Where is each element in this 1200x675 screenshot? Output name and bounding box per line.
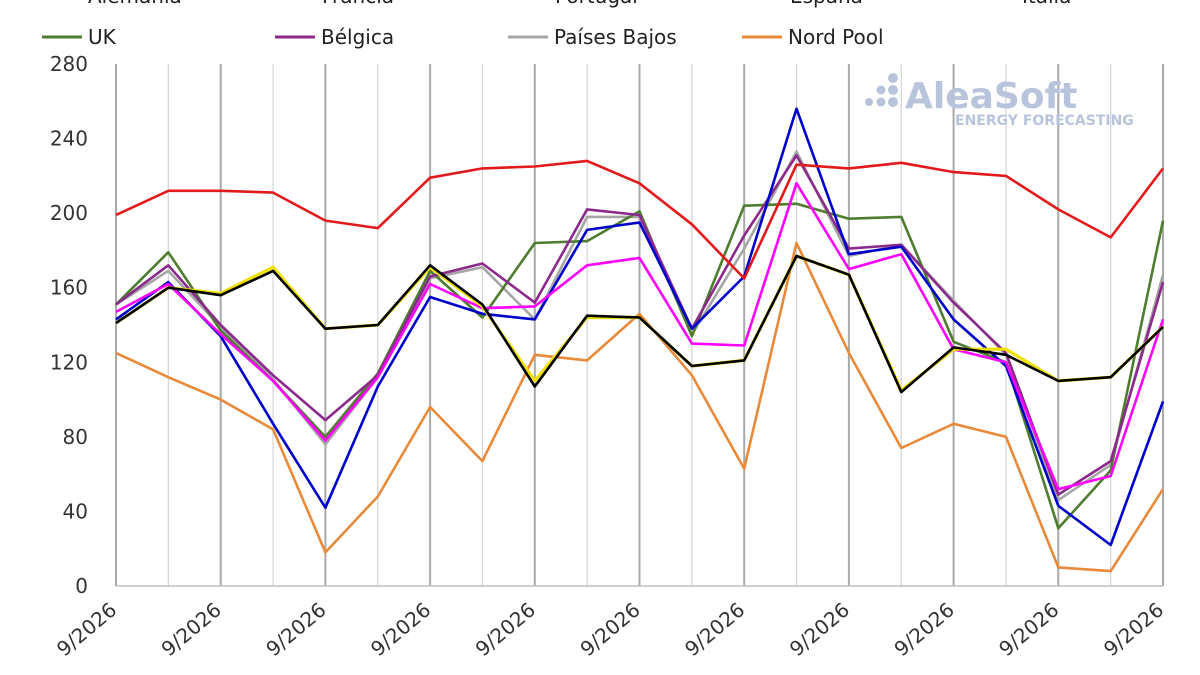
logo-dots-icon bbox=[865, 73, 898, 107]
x-tick-label: 9/2026 bbox=[157, 597, 226, 661]
legend-label-partial: Italia bbox=[1022, 0, 1071, 8]
logo-dot bbox=[876, 97, 886, 107]
y-tick-label: 0 bbox=[75, 574, 88, 598]
legend-label: UK bbox=[88, 25, 117, 49]
x-tick-label: 9/2026 bbox=[471, 597, 540, 661]
y-axis: 0 40 80 120 160 200 240 280 bbox=[50, 52, 88, 598]
logo-dot bbox=[888, 97, 898, 107]
logo-brand-text: AleaSoft bbox=[905, 76, 1077, 117]
y-tick-label: 160 bbox=[50, 276, 88, 300]
legend-item: Bélgica bbox=[275, 25, 394, 49]
x-tick-label: 9/2026 bbox=[1099, 597, 1168, 661]
y-tick-label: 200 bbox=[50, 201, 88, 225]
series-line-italia bbox=[115, 182, 1165, 491]
logo-dot bbox=[865, 98, 873, 106]
y-tick-label: 120 bbox=[50, 350, 88, 374]
legend-item: Países Bajos bbox=[508, 25, 677, 49]
series-lines bbox=[115, 107, 1165, 573]
aleasoft-logo: AleaSoft ENERGY FORECASTING bbox=[865, 73, 1134, 129]
y-tick-label: 40 bbox=[63, 499, 88, 523]
legend-label-partial: Francia bbox=[322, 0, 394, 8]
logo-dot bbox=[888, 73, 898, 83]
x-tick-label: 9/2026 bbox=[785, 597, 854, 661]
legend-label-partial: Alemania bbox=[88, 0, 182, 8]
x-tick-label: 9/2026 bbox=[261, 597, 330, 661]
series-line-francia bbox=[115, 159, 1165, 280]
legend-item: Nord Pool bbox=[742, 25, 884, 49]
legend: UK Bélgica Países Bajos Nord Pool bbox=[42, 25, 884, 49]
legend-item: UK bbox=[42, 25, 117, 49]
y-tick-label: 280 bbox=[50, 52, 88, 76]
legend-label: Bélgica bbox=[321, 25, 394, 49]
legend-label: Nord Pool bbox=[788, 25, 884, 49]
legend-label: Países Bajos bbox=[554, 25, 677, 49]
y-tick-label: 240 bbox=[50, 127, 88, 151]
x-tick-label: 9/2026 bbox=[52, 597, 121, 661]
x-tick-label: 9/2026 bbox=[889, 597, 958, 661]
series-line-belgica bbox=[115, 154, 1165, 496]
series-line-nord-pool bbox=[115, 241, 1165, 573]
legend-label-partial: Portugal bbox=[555, 0, 638, 8]
x-axis: 9/2026 9/2026 9/2026 9/2026 9/2026 9/2026 9/20… bbox=[52, 597, 1168, 661]
legend-label-partial: España bbox=[790, 0, 863, 8]
x-tick-label: 9/2026 bbox=[575, 597, 644, 661]
logo-dot bbox=[876, 85, 886, 95]
logo-dot bbox=[888, 85, 898, 95]
series-line-espana bbox=[115, 254, 1164, 394]
y-tick-label: 80 bbox=[63, 425, 88, 449]
grid bbox=[115, 64, 1164, 587]
logo-tagline-text: ENERGY FORECASTING bbox=[955, 113, 1134, 129]
x-tick-label: 9/2026 bbox=[366, 597, 435, 661]
x-tick-label: 9/2026 bbox=[680, 597, 749, 661]
x-tick-label: 9/2026 bbox=[994, 597, 1063, 661]
legend-top-row: Alemania Francia Portugal España Italia bbox=[88, 0, 1071, 8]
